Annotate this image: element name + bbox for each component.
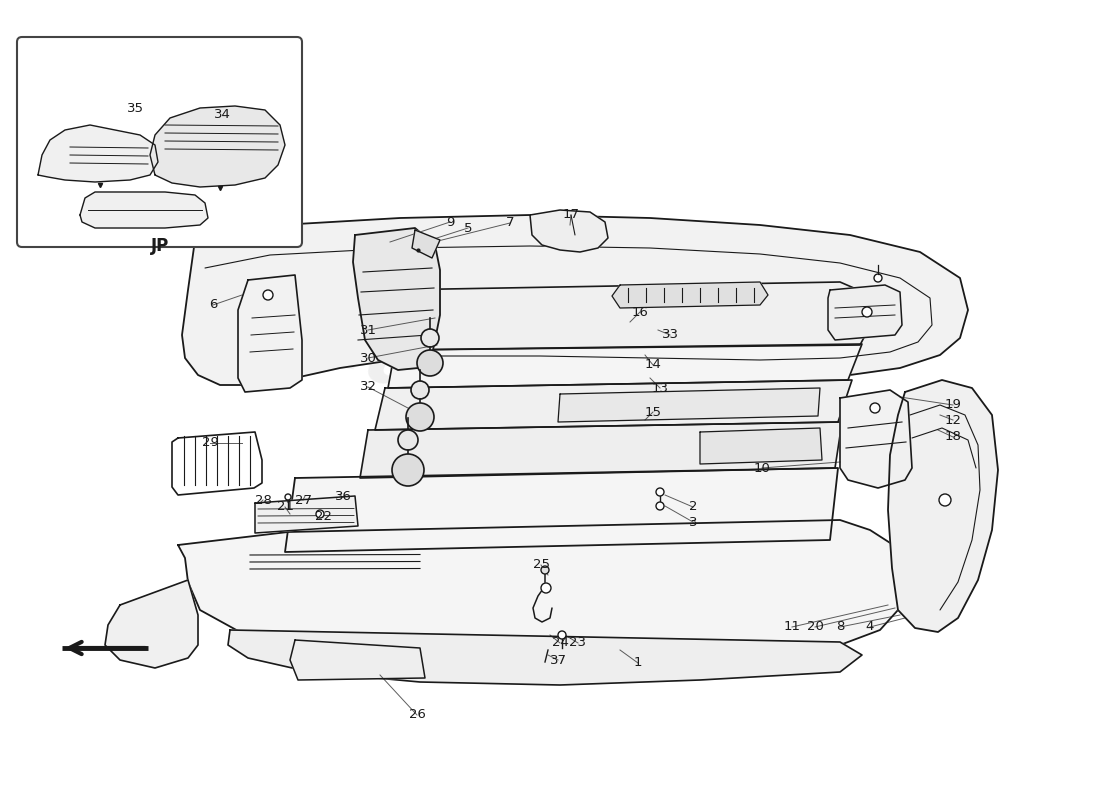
Polygon shape <box>888 380 998 632</box>
Polygon shape <box>150 106 285 187</box>
Circle shape <box>411 381 429 399</box>
Text: 34: 34 <box>213 109 230 122</box>
Polygon shape <box>80 192 208 228</box>
Text: 23: 23 <box>570 637 586 650</box>
Text: 19: 19 <box>945 398 961 411</box>
Text: 27: 27 <box>295 494 311 506</box>
Circle shape <box>421 329 439 347</box>
Polygon shape <box>290 640 425 680</box>
Text: 28: 28 <box>254 494 272 506</box>
Text: 31: 31 <box>360 323 376 337</box>
Text: 8: 8 <box>836 621 844 634</box>
Polygon shape <box>255 496 358 533</box>
Circle shape <box>939 494 952 506</box>
Circle shape <box>656 502 664 510</box>
Text: 32: 32 <box>360 381 376 394</box>
Circle shape <box>862 307 872 317</box>
Circle shape <box>558 631 566 639</box>
Polygon shape <box>375 380 852 430</box>
Text: 6: 6 <box>209 298 217 311</box>
Text: 25: 25 <box>532 558 550 571</box>
Text: 26: 26 <box>408 709 426 722</box>
Polygon shape <box>178 520 905 662</box>
Polygon shape <box>840 390 912 488</box>
Circle shape <box>316 510 324 518</box>
Text: 17: 17 <box>562 209 580 222</box>
Text: 37: 37 <box>550 654 566 666</box>
Text: 2: 2 <box>689 501 697 514</box>
Text: 24: 24 <box>551 637 569 650</box>
Text: 22: 22 <box>315 510 331 523</box>
Circle shape <box>541 566 549 574</box>
Text: 13: 13 <box>651 382 669 394</box>
Polygon shape <box>412 230 440 258</box>
Text: 12: 12 <box>945 414 961 426</box>
Polygon shape <box>285 468 838 552</box>
Polygon shape <box>530 210 608 252</box>
Text: 14: 14 <box>645 358 661 371</box>
Text: 7: 7 <box>506 217 515 230</box>
Circle shape <box>541 583 551 593</box>
Text: 18: 18 <box>945 430 961 443</box>
Text: 15: 15 <box>645 406 661 418</box>
Polygon shape <box>700 428 822 464</box>
Text: 36: 36 <box>334 490 351 503</box>
Text: 9: 9 <box>446 215 454 229</box>
Text: 5: 5 <box>464 222 472 234</box>
Text: 1: 1 <box>634 657 642 670</box>
Text: 3: 3 <box>689 515 697 529</box>
Text: 33: 33 <box>661 329 679 342</box>
Text: 10: 10 <box>754 462 770 474</box>
Text: JP: JP <box>151 237 169 255</box>
Circle shape <box>285 494 292 500</box>
Text: 35: 35 <box>126 102 143 114</box>
Polygon shape <box>360 422 842 478</box>
Polygon shape <box>612 282 768 308</box>
Text: 11: 11 <box>783 621 801 634</box>
Polygon shape <box>353 228 440 370</box>
Text: 20: 20 <box>806 621 824 634</box>
FancyBboxPatch shape <box>16 37 302 247</box>
Polygon shape <box>228 630 862 685</box>
Polygon shape <box>172 432 262 495</box>
Circle shape <box>406 403 434 431</box>
Text: 29: 29 <box>201 437 219 450</box>
Circle shape <box>870 403 880 413</box>
Circle shape <box>656 488 664 496</box>
Polygon shape <box>238 275 302 392</box>
Polygon shape <box>828 285 902 340</box>
Circle shape <box>398 430 418 450</box>
Polygon shape <box>182 215 968 385</box>
Polygon shape <box>558 388 820 422</box>
Circle shape <box>263 290 273 300</box>
Text: 30: 30 <box>360 351 376 365</box>
Circle shape <box>417 350 443 376</box>
Text: 21: 21 <box>276 501 294 514</box>
Circle shape <box>392 454 424 486</box>
Polygon shape <box>368 282 870 350</box>
Polygon shape <box>388 344 862 388</box>
Text: 16: 16 <box>631 306 648 318</box>
Circle shape <box>874 274 882 282</box>
Polygon shape <box>104 580 198 668</box>
Text: a passion for parts since 1995: a passion for parts since 1995 <box>390 394 810 586</box>
Polygon shape <box>39 125 158 182</box>
Text: eurocarparts: eurocarparts <box>304 299 877 591</box>
Text: 4: 4 <box>866 621 874 634</box>
